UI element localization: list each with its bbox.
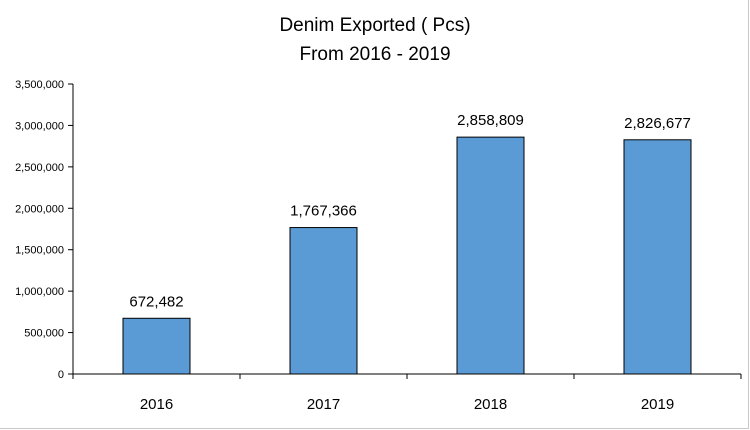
chart-title: Denim Exported ( Pcs) — [279, 15, 470, 36]
data-label-2019: 2,826,677 — [624, 115, 691, 132]
y-tick-label: 3,500,000 — [15, 79, 64, 91]
y-axis: 0 500,000 1,000,000 1,500,000 2,000,000 2,500… — [15, 79, 74, 381]
bar-2016 — [122, 317, 191, 375]
data-label-2018: 2,858,809 — [457, 112, 524, 129]
y-tick-label: 500,000 — [24, 328, 64, 340]
y-tick-label: 2,500,000 — [15, 162, 64, 174]
x-tick-label: 2019 — [641, 396, 674, 413]
x-tick-label: 2018 — [474, 396, 507, 413]
y-tick-label: 0 — [58, 369, 64, 381]
bars-layer — [122, 136, 692, 375]
x-tick-label: 2017 — [307, 396, 340, 413]
data-labels-layer: 672,482 1,767,366 2,858,809 2,826,677 — [129, 112, 690, 310]
bar-2018 — [456, 136, 525, 375]
data-label-2017: 1,767,366 — [290, 203, 357, 220]
data-label-2016: 672,482 — [129, 293, 183, 310]
x-tick-label: 2016 — [140, 396, 173, 413]
bar-2019 — [623, 139, 692, 375]
y-tick-label: 1,000,000 — [15, 286, 64, 298]
y-tick-label: 1,500,000 — [15, 245, 64, 257]
chart-subtitle: From 2016 - 2019 — [299, 44, 450, 65]
bar-2017 — [289, 227, 358, 375]
x-axis: 2016 2017 2018 2019 — [72, 373, 742, 413]
y-tick-label: 3,000,000 — [15, 120, 64, 132]
y-tick-label: 2,000,000 — [15, 203, 64, 215]
